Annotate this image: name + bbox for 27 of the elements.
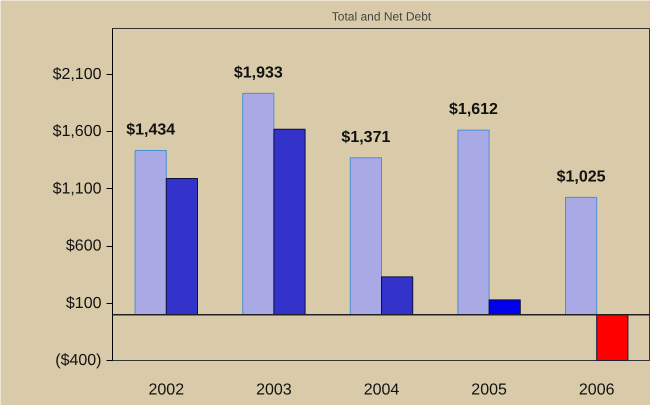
data-label: $1,434 [126,122,176,139]
bar [166,178,198,316]
data-label: $1,025 [556,168,606,186]
data-label: $1,371 [341,128,390,146]
x-tick-label: 2002 [148,382,184,398]
bar [242,92,274,316]
x-tick-label: 2003 [256,382,292,398]
y-tick-label: $1,100 [52,180,102,198]
data-label: $1,612 [449,101,498,118]
y-tick-label: $600 [66,238,102,255]
bar [564,196,598,316]
bar [350,157,382,316]
bar [381,276,414,316]
chart-title: Total and Net Debt [332,10,432,24]
bar [488,299,521,316]
bar [134,150,167,316]
x-tick-label: 2006 [578,382,615,398]
bar [457,130,490,316]
bar [596,314,628,360]
x-tick-label: 2004 [364,382,400,398]
y-tick-label: $100 [66,294,102,312]
x-tick-label: 2005 [471,382,507,398]
y-tick-label: $1,600 [52,123,102,140]
bar [273,128,306,316]
data-label: $1,933 [234,64,283,82]
y-tick-label: ($400) [55,352,102,369]
y-tick-label: $2,100 [52,66,102,83]
